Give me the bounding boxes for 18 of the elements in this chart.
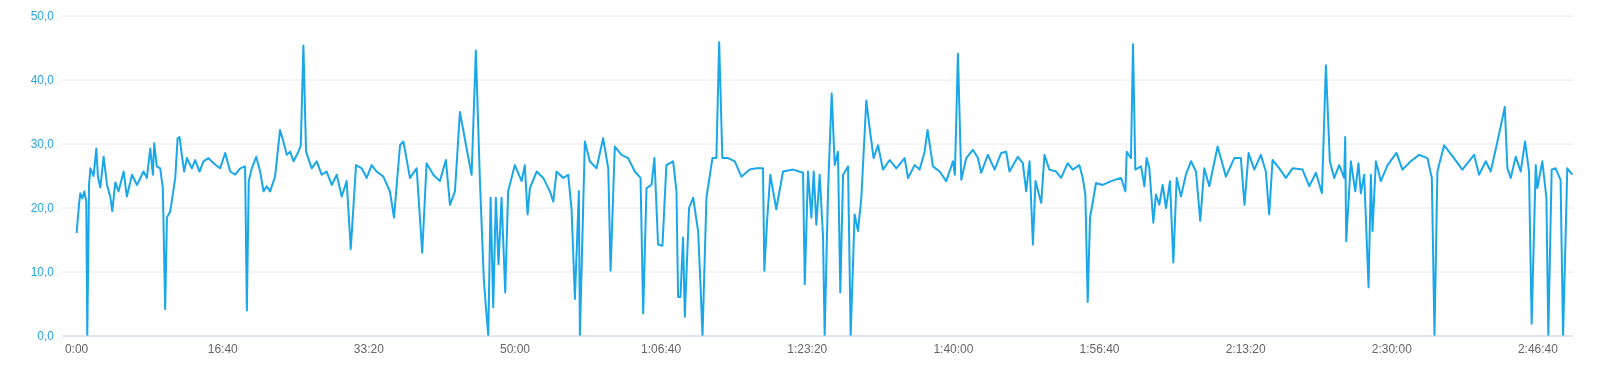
line-series [75,41,1573,336]
y-tick-label: 0,0 [37,329,55,344]
y-tick-label: 50,0 [30,9,55,24]
x-tick-label: 50:00 [499,341,531,356]
x-tick-label: 16:40 [207,341,239,356]
x-tick-label: 0:00 [64,341,89,356]
x-tick-label: 1:23:20 [787,341,828,356]
y-tick-label: 40,0 [30,73,55,88]
y-tick-label: 30,0 [30,137,55,152]
x-tick-label: 1:56:40 [1079,341,1120,356]
y-tick-label: 20,0 [30,201,55,216]
x-tick-label: 1:40:00 [933,341,974,356]
x-tick-label: 33:20 [353,341,385,356]
x-tick-label: 2:46:40 [1517,341,1559,356]
y-tick-label: 10,0 [30,265,55,280]
x-tick-label: 1:06:40 [641,341,682,356]
x-tick-label: 2:13:20 [1225,341,1267,356]
x-tick-label: 2:30:00 [1371,341,1413,356]
